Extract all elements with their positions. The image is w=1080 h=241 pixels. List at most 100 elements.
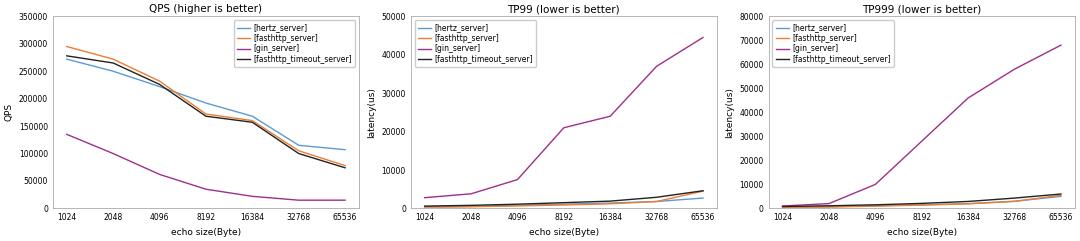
[fasthttp_timeout_server] [246, 121, 259, 124]
[gin_server] [557, 126, 570, 129]
[gin_server] [961, 97, 974, 100]
Line: [fasthttp_timeout_server]: [fasthttp_timeout_server] [783, 194, 1061, 207]
[gin_server] [1054, 44, 1067, 47]
Line: [fasthttp_server]: [fasthttp_server] [424, 191, 703, 207]
[fasthttp_timeout_server] [60, 54, 73, 57]
[fasthttp_server] [339, 164, 352, 167]
[fasthttp_timeout_server] [1054, 193, 1067, 195]
[fasthttp_timeout_server] [200, 115, 213, 118]
Title: TP99 (lower is better): TP99 (lower is better) [508, 4, 620, 14]
X-axis label: echo size(Byte): echo size(Byte) [171, 228, 241, 237]
[gin_server] [293, 199, 306, 202]
[fasthttp_timeout_server] [915, 202, 928, 205]
[hertz_server] [697, 197, 710, 200]
Legend: [hertz_server], [fasthttp_server], [gin_server], [fasthttp_timeout_server]: [hertz_server], [fasthttp_server], [gin_… [233, 20, 355, 67]
Y-axis label: latency(us): latency(us) [725, 87, 734, 138]
[hertz_server] [246, 115, 259, 118]
[gin_server] [511, 178, 524, 181]
Title: TP999 (lower is better): TP999 (lower is better) [862, 4, 982, 14]
Line: [gin_server]: [gin_server] [424, 37, 703, 198]
[hertz_server] [464, 205, 477, 208]
[gin_server] [1008, 68, 1021, 71]
X-axis label: echo size(Byte): echo size(Byte) [887, 228, 957, 237]
[gin_server] [604, 115, 617, 118]
[hertz_server] [107, 70, 120, 73]
[gin_server] [246, 195, 259, 198]
[hertz_server] [650, 200, 663, 203]
Line: [fasthttp_server]: [fasthttp_server] [67, 47, 346, 166]
[fasthttp_server] [418, 206, 431, 208]
[gin_server] [650, 65, 663, 68]
[hertz_server] [557, 203, 570, 206]
[gin_server] [915, 140, 928, 143]
[hertz_server] [915, 203, 928, 206]
[gin_server] [464, 192, 477, 195]
[hertz_server] [293, 144, 306, 147]
Line: [fasthttp_timeout_server]: [fasthttp_timeout_server] [67, 56, 346, 168]
[gin_server] [777, 205, 789, 208]
Line: [hertz_server]: [hertz_server] [424, 198, 703, 207]
[fasthttp_server] [464, 205, 477, 208]
[fasthttp_server] [511, 204, 524, 207]
[gin_server] [869, 183, 882, 186]
[fasthttp_server] [823, 206, 836, 208]
[fasthttp_timeout_server] [511, 203, 524, 206]
Title: QPS (higher is better): QPS (higher is better) [149, 4, 262, 14]
[fasthttp_server] [293, 149, 306, 152]
Line: [gin_server]: [gin_server] [783, 45, 1061, 206]
[gin_server] [107, 152, 120, 155]
[fasthttp_server] [153, 80, 166, 82]
[fasthttp_timeout_server] [604, 200, 617, 203]
[hertz_server] [511, 204, 524, 207]
[fasthttp_timeout_server] [869, 203, 882, 206]
[fasthttp_timeout_server] [823, 204, 836, 207]
Line: [fasthttp_timeout_server]: [fasthttp_timeout_server] [424, 191, 703, 206]
[hertz_server] [777, 206, 789, 209]
[gin_server] [418, 196, 431, 199]
[hertz_server] [961, 202, 974, 205]
[hertz_server] [418, 205, 431, 208]
[hertz_server] [60, 58, 73, 60]
[hertz_server] [200, 102, 213, 105]
[fasthttp_timeout_server] [697, 189, 710, 192]
Line: [hertz_server]: [hertz_server] [783, 196, 1061, 207]
X-axis label: echo size(Byte): echo size(Byte) [529, 228, 599, 237]
[fasthttp_server] [246, 119, 259, 122]
Line: [gin_server]: [gin_server] [67, 134, 346, 200]
[hertz_server] [1054, 195, 1067, 198]
[fasthttp_timeout_server] [464, 204, 477, 207]
[fasthttp_timeout_server] [961, 200, 974, 203]
Line: [hertz_server]: [hertz_server] [67, 59, 346, 150]
[fasthttp_timeout_server] [777, 205, 789, 208]
[hertz_server] [1008, 200, 1021, 203]
[fasthttp_server] [60, 45, 73, 48]
[fasthttp_server] [697, 190, 710, 193]
[hertz_server] [339, 148, 352, 151]
[gin_server] [153, 173, 166, 176]
[fasthttp_server] [1054, 194, 1067, 197]
[hertz_server] [823, 205, 836, 208]
[hertz_server] [604, 201, 617, 204]
[fasthttp_server] [650, 200, 663, 203]
[fasthttp_server] [961, 202, 974, 205]
[fasthttp_timeout_server] [293, 152, 306, 155]
[gin_server] [697, 36, 710, 39]
[fasthttp_server] [915, 204, 928, 207]
[fasthttp_timeout_server] [557, 201, 570, 204]
[hertz_server] [869, 204, 882, 207]
[fasthttp_timeout_server] [107, 61, 120, 64]
Y-axis label: latency(us): latency(us) [367, 87, 376, 138]
Legend: [hertz_server], [fasthttp_server], [gin_server], [fasthttp_timeout_server]: [hertz_server], [fasthttp_server], [gin_… [772, 20, 894, 67]
[fasthttp_timeout_server] [418, 205, 431, 208]
[fasthttp_server] [107, 58, 120, 60]
[fasthttp_server] [557, 203, 570, 206]
[gin_server] [60, 133, 73, 136]
[hertz_server] [153, 85, 166, 88]
[fasthttp_timeout_server] [339, 166, 352, 169]
[fasthttp_server] [604, 202, 617, 205]
Line: [fasthttp_server]: [fasthttp_server] [783, 195, 1061, 207]
Legend: [hertz_server], [fasthttp_server], [gin_server], [fasthttp_timeout_server]: [hertz_server], [fasthttp_server], [gin_… [415, 20, 536, 67]
[fasthttp_server] [869, 205, 882, 208]
[gin_server] [200, 188, 213, 191]
[fasthttp_server] [200, 113, 213, 115]
